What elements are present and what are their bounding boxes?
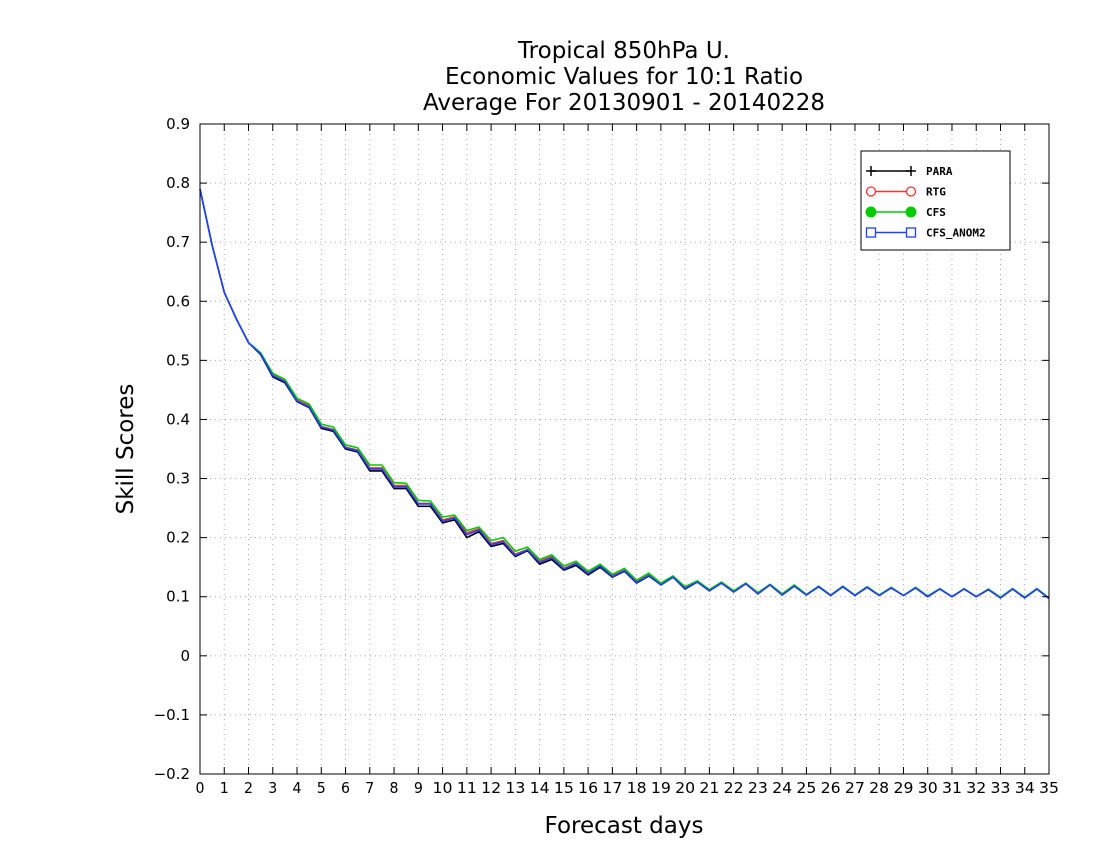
x-tick-label: 9 [414,779,423,797]
x-tick-label: 32 [966,779,986,797]
x-tick-label: 21 [699,779,719,797]
x-tick-label: 34 [1015,779,1035,797]
x-tick-label: 4 [293,779,302,797]
legend-box [860,150,1011,251]
x-tick-label: 20 [675,779,695,797]
x-tick-label: 28 [869,779,889,797]
x-tick-label: 25 [796,779,816,797]
legend-label-para: PARA [926,165,953,178]
x-tick-label: 26 [821,779,841,797]
legend-label-cfs-anom2: CFS_ANOM2 [926,227,986,240]
y-axis-ticks: −0.2 −0.1 0 0.1 0.2 0.3 0.4 0.5 0.6 0.7 0.8 0.9 [154,115,1049,783]
y-tick-label: 0.7 [166,233,190,251]
y-tick-label: 0.1 [166,588,190,606]
chart-title-line-1: Tropical 850hPa U. [517,38,730,64]
x-tick-label: 19 [651,779,671,797]
legend-marker-plus-icon [906,166,916,176]
y-tick-label: 0.3 [166,470,190,488]
x-axis-ticks: 0 1 2 3 4 5 6 7 8 9 10 11 12 13 14 15 16 17 18 19 20 21 22 23 24… [196,124,1059,797]
x-tick-label: 24 [772,779,792,797]
chart-title-line-2: Economic Values for 10:1 Ratio [445,64,803,90]
y-axis-label: Skill Scores [113,384,139,515]
x-tick-label: 0 [196,779,205,797]
series-lines [199,188,1050,600]
x-tick-label: 31 [942,779,962,797]
x-tick-label: 29 [893,779,913,797]
x-tick-label: 5 [317,779,326,797]
x-tick-label: 27 [845,779,865,797]
series-line-cfs-anom2 [199,188,1050,600]
plot-frame [199,123,1050,775]
x-tick-label: 13 [505,779,525,797]
x-tick-label: 22 [724,779,744,797]
chart-title-line-3: Average For 20130901 - 20140228 [423,90,825,116]
y-tick-label: 0.8 [166,174,190,192]
x-tick-label: 18 [627,779,647,797]
y-tick-label: −0.1 [154,706,190,724]
y-tick-label: 0.6 [166,292,190,310]
x-tick-label: 14 [530,779,550,797]
x-tick-label: 10 [433,779,453,797]
x-tick-label: 17 [602,779,622,797]
legend-marker-filled-circle-icon [865,206,877,218]
x-tick-label: 6 [341,779,350,797]
y-tick-label: 0.5 [166,351,190,369]
legend-marker-open-square-icon [905,227,917,238]
legend: PARA RTG CFS CFS_ANOM2 [860,150,1011,251]
y-tick-label: −0.2 [154,765,190,783]
x-tick-label: 11 [457,779,477,797]
x-tick-label: 30 [918,779,938,797]
x-tick-label: 35 [1039,779,1059,797]
x-tick-label: 33 [990,779,1010,797]
legend-marker-plus-icon [866,166,876,176]
x-tick-label: 2 [244,779,253,797]
x-tick-label: 3 [268,779,277,797]
x-tick-label: 16 [578,779,598,797]
y-tick-label: 0.2 [166,529,190,547]
y-tick-label: 0 [180,647,190,665]
legend-marker-open-circle-icon [865,186,877,197]
legend-marker-open-circle-icon [905,186,917,197]
grid [200,124,1049,774]
legend-marker-filled-circle-icon [905,206,917,218]
legend-label-cfs: CFS [926,206,946,219]
x-tick-label: 8 [390,779,399,797]
x-tick-label: 7 [365,779,374,797]
legend-label-rtg: RTG [926,186,946,199]
x-tick-label: 12 [481,779,501,797]
legend-marker-open-square-icon [865,227,877,238]
x-axis-label: Forecast days [545,813,704,839]
y-tick-label: 0.4 [166,410,190,428]
x-tick-label: 15 [554,779,574,797]
y-tick-label: 0.9 [166,115,190,133]
x-tick-label: 1 [220,779,229,797]
x-tick-label: 23 [748,779,768,797]
